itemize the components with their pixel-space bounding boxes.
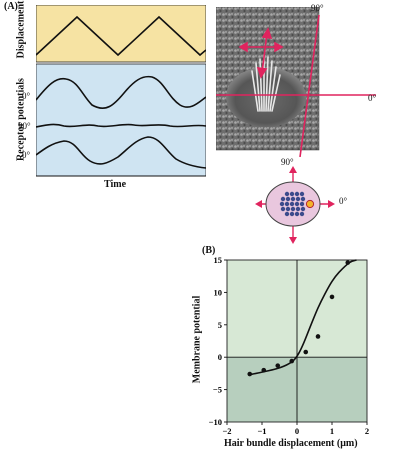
y-tick-label: 15: [214, 255, 223, 265]
x-tick-label: −2: [222, 426, 231, 436]
x-tick-label: 0: [295, 426, 299, 436]
time-axis-label: Time: [104, 179, 127, 190]
trace-label-90deg: 90°: [18, 121, 31, 131]
y-tick-label: 0: [218, 352, 222, 362]
receptor-traces-plot: [36, 5, 206, 177]
micrograph-label-0deg: 0°: [368, 93, 377, 103]
data-point: [303, 349, 309, 355]
arrowhead-up: [261, 27, 273, 39]
trace-label-0deg-bottom: 0°: [22, 150, 31, 160]
micrograph-label-90deg: 90°: [311, 3, 324, 13]
y-tick-label: 5: [218, 320, 222, 330]
data-point: [289, 358, 295, 364]
receptor-background: [36, 63, 206, 177]
fit-curve: [249, 259, 357, 376]
y-tick-label: 10: [214, 287, 223, 297]
schematic-label-90deg: 90°: [281, 157, 294, 167]
receptor-trace-0deg-top: [36, 75, 206, 109]
receptor-trace-90deg: [36, 123, 206, 128]
hair-cell-schematic: [255, 166, 335, 244]
kinocilium-icon: [305, 199, 315, 209]
receptor-trace-0deg-bottom: [36, 136, 206, 169]
y-tick-label: −10: [209, 417, 222, 427]
displacement-background: [36, 5, 206, 63]
data-point: [261, 367, 267, 373]
hair-bundle-displacement-axis-label: Hair bundle displacement (μm): [224, 438, 358, 449]
data-point: [275, 363, 281, 368]
x-tick-label: 2: [365, 426, 369, 436]
arrowhead-left: [238, 41, 248, 53]
panel-a-label: (A): [4, 1, 18, 12]
displacement-axis-label: Displacement: [15, 0, 27, 59]
micrograph-vertical-axis: [299, 14, 320, 157]
trace-label-0deg-top: 0°: [22, 91, 31, 101]
arrowhead-down: [256, 67, 268, 79]
hair-bundle-micrograph: [216, 7, 376, 157]
y-tick-label: −5: [213, 385, 222, 395]
data-point: [315, 334, 321, 339]
arrowhead-right: [274, 41, 284, 53]
data-point: [345, 260, 351, 265]
x-tick-label: 1: [330, 426, 334, 436]
panel-b-label: (B): [202, 245, 216, 256]
data-point: [329, 294, 335, 300]
schematic-label-0deg: 0°: [339, 196, 348, 206]
x-tick-label: −1: [257, 426, 266, 436]
data-point: [247, 371, 253, 377]
displacement-trace: [36, 15, 206, 57]
